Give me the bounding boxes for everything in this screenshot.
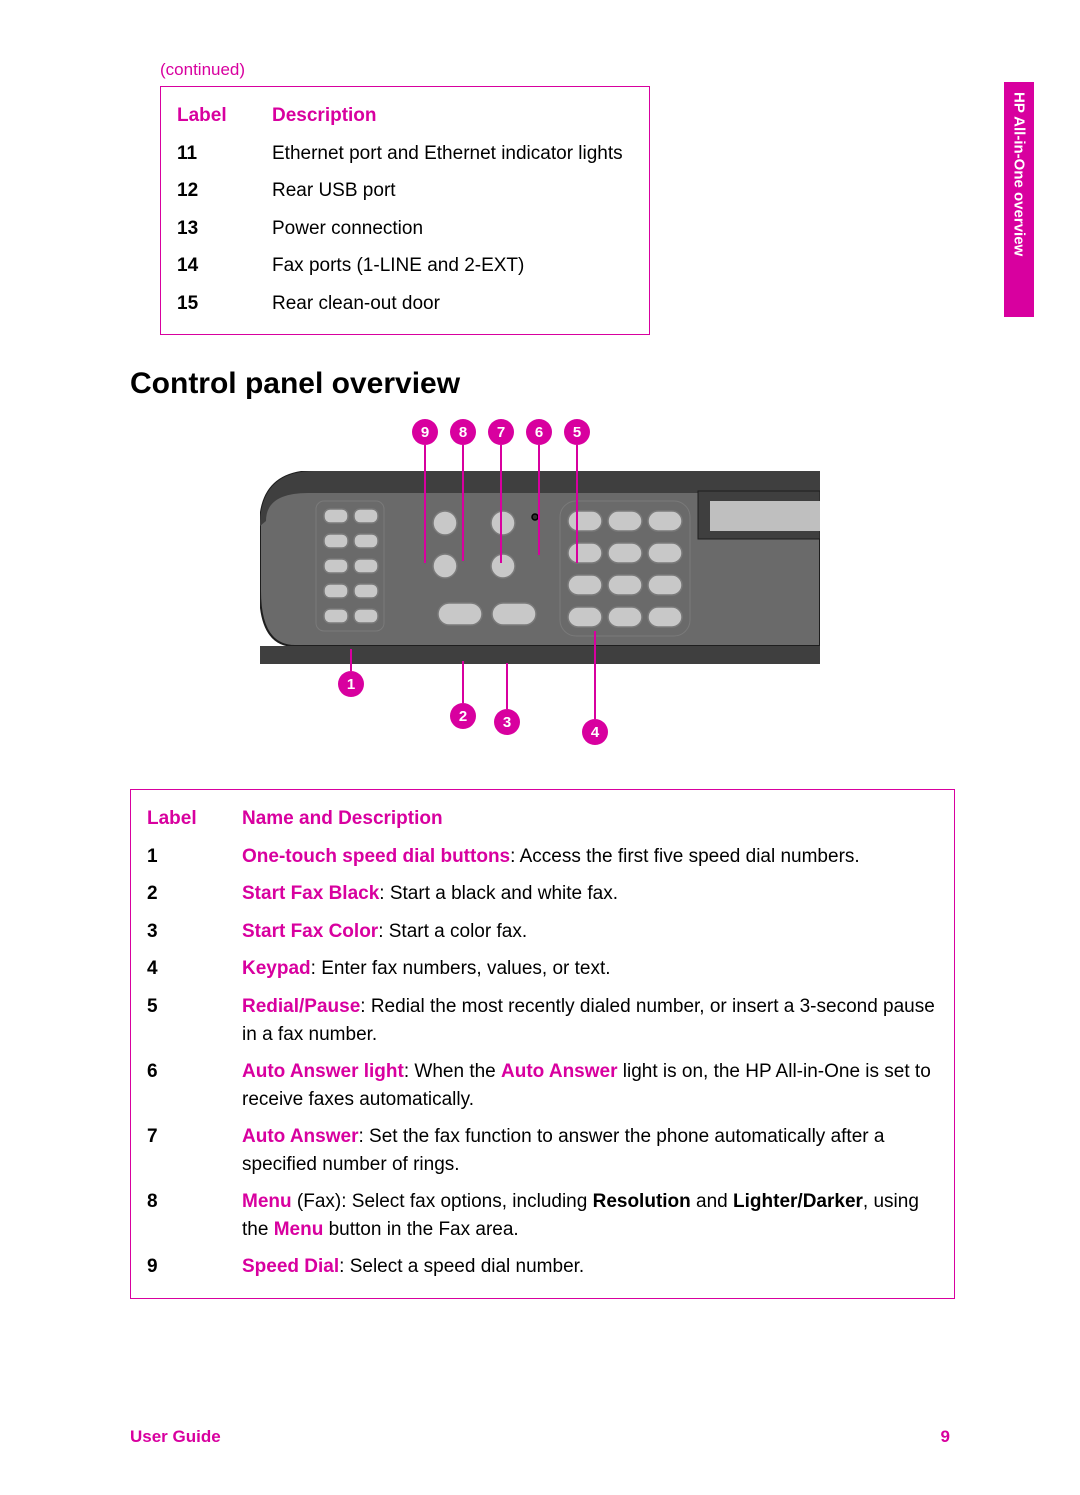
callout-3: 3 (494, 709, 520, 735)
row-description: Redial/Pause: Redial the most recently d… (242, 993, 938, 1048)
row-label: 11 (177, 140, 272, 168)
callout-leader (576, 445, 578, 563)
row-description: Fax ports (1-LINE and 2-EXT) (272, 252, 633, 280)
table-row: 8Menu (Fax): Select fax options, includi… (147, 1183, 938, 1248)
table-row: 1One-touch speed dial buttons: Access th… (147, 838, 938, 876)
table-row: 5Redial/Pause: Redial the most recently … (147, 988, 938, 1053)
callout-7: 7 (488, 419, 514, 445)
row-label: 8 (147, 1188, 242, 1243)
table-row: 3Start Fax Color: Start a color fax. (147, 913, 938, 951)
row-label: 7 (147, 1123, 242, 1178)
side-tab: HP All-in-One overview (1004, 82, 1034, 317)
row-label: 1 (147, 843, 242, 871)
callout-2: 2 (450, 703, 476, 729)
page: HP All-in-One overview (continued) Label… (0, 0, 1080, 1495)
row-label: 15 (177, 290, 272, 318)
footer-page-number: 9 (941, 1427, 950, 1447)
row-description: Ethernet port and Ethernet indicator lig… (272, 140, 633, 168)
continued-label: (continued) (160, 60, 950, 80)
callout-leader (594, 631, 596, 719)
table-header-row: Label Name and Description (147, 800, 938, 838)
footer-user-guide: User Guide (130, 1427, 221, 1447)
table-header-row: Label Description (177, 97, 633, 135)
table-row: 2Start Fax Black: Start a black and whit… (147, 875, 938, 913)
row-description: Power connection (272, 215, 633, 243)
row-label: 3 (147, 918, 242, 946)
table-row: 6Auto Answer light: When the Auto Answer… (147, 1053, 938, 1118)
table-row: 12Rear USB port (177, 172, 633, 210)
row-label: 5 (147, 993, 242, 1048)
row-description: Auto Answer: Set the fax function to ans… (242, 1123, 938, 1178)
callout-leader (462, 445, 464, 561)
section-heading: Control panel overview (130, 367, 950, 401)
row-description: Rear USB port (272, 177, 633, 205)
table-row: 13Power connection (177, 210, 633, 248)
control-panel-diagram: 987651234 (260, 421, 820, 761)
table-continued: Label Description 11Ethernet port and Et… (160, 86, 650, 335)
callout-leader (538, 445, 540, 555)
header-label: Label (147, 805, 242, 833)
header-name-description: Name and Description (242, 805, 938, 833)
row-label: 6 (147, 1058, 242, 1113)
table-row: 14Fax ports (1-LINE and 2-EXT) (177, 247, 633, 285)
row-description: Rear clean-out door (272, 290, 633, 318)
row-label: 13 (177, 215, 272, 243)
row-label: 14 (177, 252, 272, 280)
table-row: 9Speed Dial: Select a speed dial number. (147, 1248, 938, 1286)
row-label: 9 (147, 1253, 242, 1281)
callout-leader (500, 445, 502, 563)
callout-8: 8 (450, 419, 476, 445)
row-label: 2 (147, 880, 242, 908)
row-description: Keypad: Enter fax numbers, values, or te… (242, 955, 938, 983)
callout-leader (462, 661, 464, 703)
callout-4: 4 (582, 719, 608, 745)
table-control-panel: Label Name and Description 1One-touch sp… (130, 789, 955, 1299)
row-description: Speed Dial: Select a speed dial number. (242, 1253, 938, 1281)
row-label: 12 (177, 177, 272, 205)
header-label: Label (177, 102, 272, 130)
callout-6: 6 (526, 419, 552, 445)
callout-leader (506, 663, 508, 709)
table-row: 15Rear clean-out door (177, 285, 633, 323)
row-description: Start Fax Black: Start a black and white… (242, 880, 938, 908)
row-description: One-touch speed dial buttons: Access the… (242, 843, 938, 871)
row-description: Auto Answer light: When the Auto Answer … (242, 1058, 938, 1113)
row-description: Start Fax Color: Start a color fax. (242, 918, 938, 946)
header-description: Description (272, 102, 633, 130)
callout-9: 9 (412, 419, 438, 445)
callout-leader (424, 445, 426, 563)
table-row: 4Keypad: Enter fax numbers, values, or t… (147, 950, 938, 988)
table-row: 11Ethernet port and Ethernet indicator l… (177, 135, 633, 173)
callout-5: 5 (564, 419, 590, 445)
page-footer: User Guide 9 (130, 1427, 950, 1447)
callout-leader (350, 649, 352, 671)
table-row: 7Auto Answer: Set the fax function to an… (147, 1118, 938, 1183)
row-label: 4 (147, 955, 242, 983)
row-description: Menu (Fax): Select fax options, includin… (242, 1188, 938, 1243)
control-panel-illustration (260, 471, 820, 701)
